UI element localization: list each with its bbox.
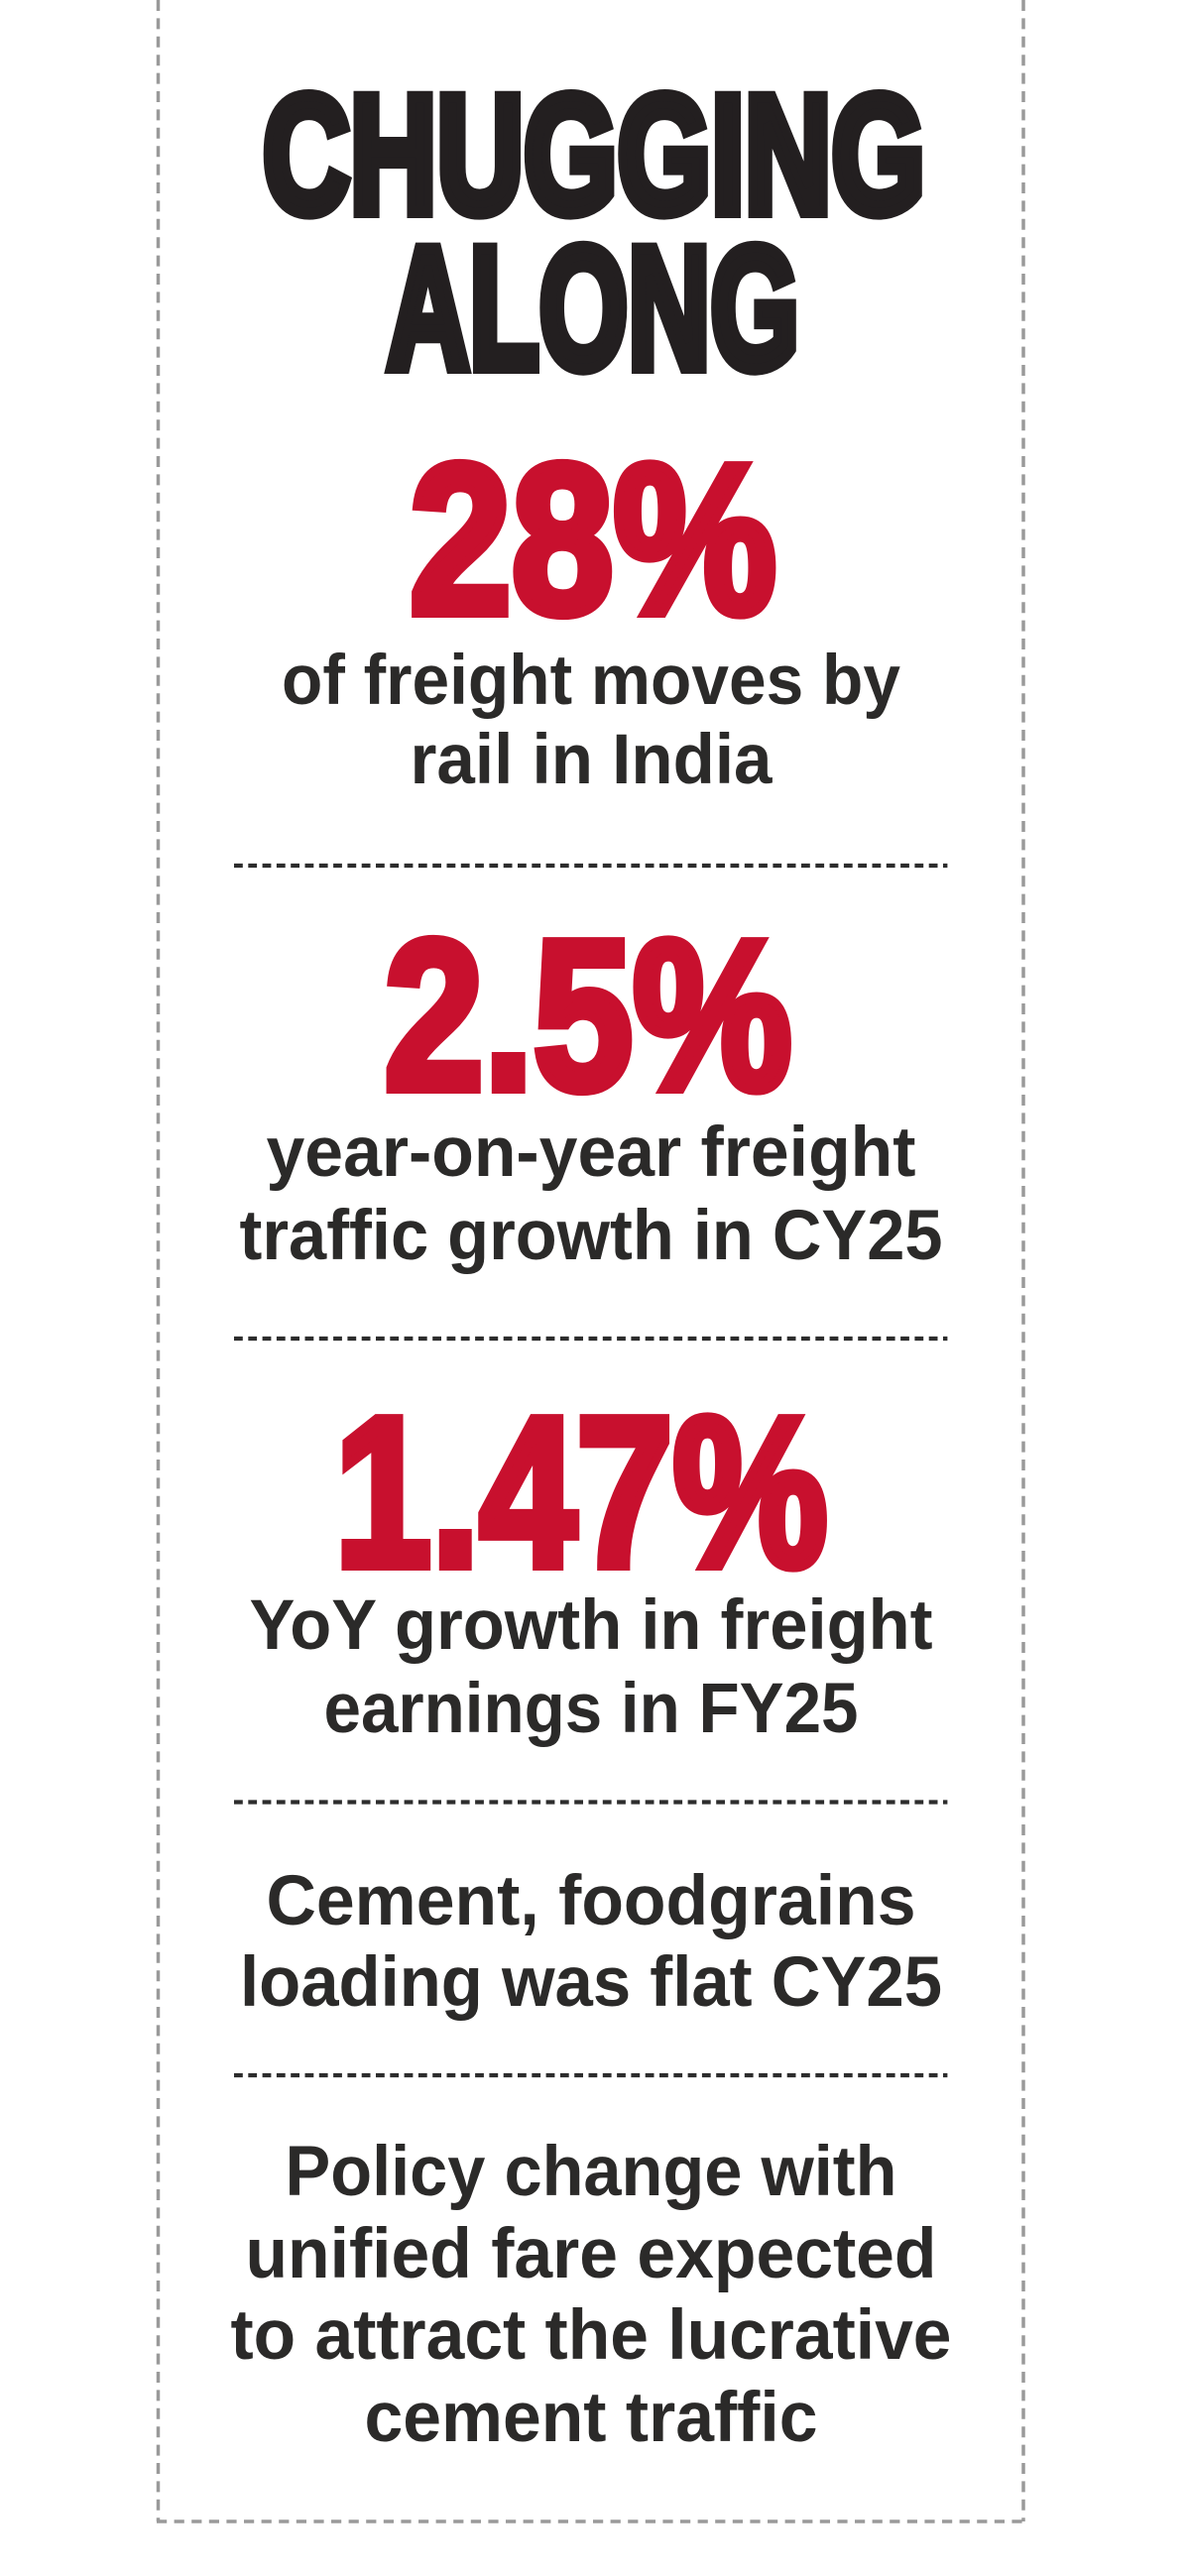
svg-text:CHUGGING: CHUGGING	[263, 60, 925, 248]
svg-text:YoY growth in freight: YoY growth in freight	[250, 1586, 933, 1665]
svg-text:year-on-year freight: year-on-year freight	[267, 1113, 916, 1192]
svg-text:28%: 28%	[410, 419, 776, 658]
svg-text:traffic growth in CY25: traffic growth in CY25	[240, 1197, 943, 1275]
svg-text:2.5%: 2.5%	[385, 895, 792, 1134]
svg-text:earnings in FY25: earnings in FY25	[324, 1670, 859, 1748]
svg-text:loading was flat CY25: loading was flat CY25	[240, 1943, 942, 2022]
svg-text:Policy change with: Policy change with	[286, 2133, 897, 2211]
svg-text:ALONG: ALONG	[387, 212, 799, 406]
svg-text:Cement, foodgrains: Cement, foodgrains	[267, 1862, 916, 1940]
svg-text:to attract the lucrative: to attract the lucrative	[231, 2296, 952, 2375]
svg-text:rail in India: rail in India	[411, 721, 773, 799]
svg-text:1.47%: 1.47%	[335, 1372, 828, 1611]
svg-text:cement traffic: cement traffic	[365, 2379, 818, 2457]
svg-text:unified fare expected: unified fare expected	[246, 2215, 937, 2293]
svg-text:of freight moves by: of freight moves by	[282, 642, 900, 720]
